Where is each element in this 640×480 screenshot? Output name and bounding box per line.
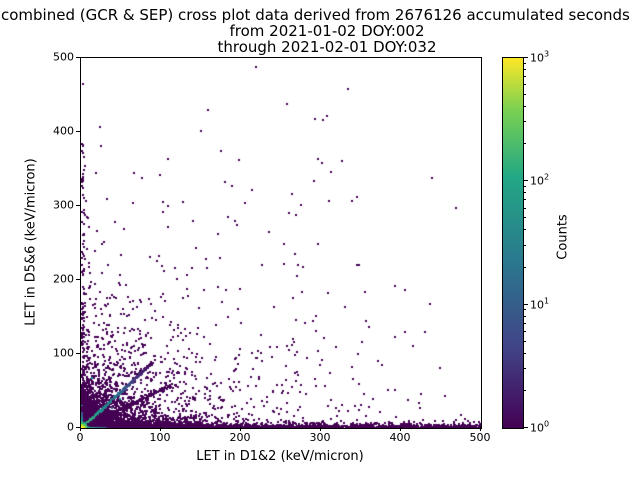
x-tick-mark [480, 427, 481, 431]
colorbar-minor-tick-mark [524, 121, 526, 123]
x-tick-label: 200 [229, 431, 251, 444]
colorbar-minor-tick-mark [524, 199, 526, 201]
x-tick-mark [160, 427, 161, 431]
colorbar-minor-tick-mark [524, 76, 526, 78]
y-tick-mark [76, 131, 80, 132]
plot-title-line1: combined (GCR & SEP) cross plot data der… [1, 6, 630, 24]
x-tick-label: 400 [389, 431, 411, 444]
x-tick-label: 0 [76, 431, 84, 444]
colorbar-tick-label: 103 [530, 49, 550, 65]
x-tick-mark [320, 427, 321, 431]
colorbar-label: Counts [555, 214, 571, 260]
colorbar-tick-mark [524, 57, 528, 58]
colorbar-minor-tick-mark [524, 143, 526, 145]
colorbar-tick-mark [524, 180, 528, 182]
colorbar-minor-tick-mark [524, 244, 526, 246]
plot-title-line2: from 2021-01-02 DOY:002 [229, 22, 425, 40]
colorbar-minor-tick-mark [524, 217, 526, 219]
colorbar-minor-tick-mark [524, 331, 526, 333]
colorbar-minor-tick-mark [524, 84, 526, 86]
colorbar-minor-tick-mark [524, 322, 526, 324]
colorbar-minor-tick-mark [524, 229, 526, 231]
colorbar-tick-mark [524, 427, 528, 428]
plot-area [80, 57, 482, 429]
y-axis-label: LET in D5&6 (keV/micron) [23, 158, 39, 326]
y-tick-mark [76, 427, 80, 428]
x-tick-label: 300 [309, 431, 331, 444]
colorbar-minor-tick-mark [524, 352, 526, 354]
colorbar-minor-tick-mark [524, 389, 526, 391]
colorbar-tick-label: 102 [530, 173, 550, 188]
y-tick-mark [76, 353, 80, 354]
x-tick-mark [400, 427, 401, 431]
y-tick-mark [76, 57, 80, 58]
x-axis-label: LET in D1&2 (keV/micron) [196, 449, 364, 464]
colorbar [502, 57, 524, 429]
colorbar-minor-tick-mark [524, 68, 526, 70]
colorbar-minor-tick-mark [524, 106, 526, 108]
colorbar-minor-tick-mark [524, 340, 526, 342]
colorbar-tick-mark [524, 303, 528, 305]
colorbar-minor-tick-mark [524, 185, 526, 187]
x-tick-mark [240, 427, 241, 431]
scatter-canvas [81, 58, 481, 428]
colorbar-minor-tick-mark [524, 309, 526, 311]
plot-title-line3: through 2021-02-01 DOY:032 [217, 38, 437, 56]
colorbar-tick-label: 100 [530, 419, 550, 435]
y-tick-mark [76, 279, 80, 280]
colorbar-tick-label: 101 [530, 296, 550, 311]
colorbar-minor-tick-mark [524, 266, 526, 268]
colorbar-minor-tick-mark [524, 94, 526, 96]
y-tick-label: 100 [53, 346, 74, 360]
y-tick-label: 400 [53, 124, 74, 138]
colorbar-minor-tick-mark [524, 368, 526, 370]
colorbar-minor-tick-mark [524, 62, 526, 64]
colorbar-minor-tick-mark [524, 315, 526, 317]
y-tick-mark [76, 205, 80, 206]
colorbar-minor-tick-mark [524, 192, 526, 194]
x-tick-label: 100 [149, 431, 171, 444]
y-tick-label: 300 [53, 198, 74, 212]
y-tick-label: 200 [53, 272, 74, 286]
x-tick-mark [80, 427, 81, 431]
colorbar-minor-tick-mark [524, 207, 526, 209]
y-tick-label: 0 [67, 420, 74, 434]
x-tick-label: 500 [469, 431, 491, 444]
y-tick-label: 500 [53, 50, 74, 64]
